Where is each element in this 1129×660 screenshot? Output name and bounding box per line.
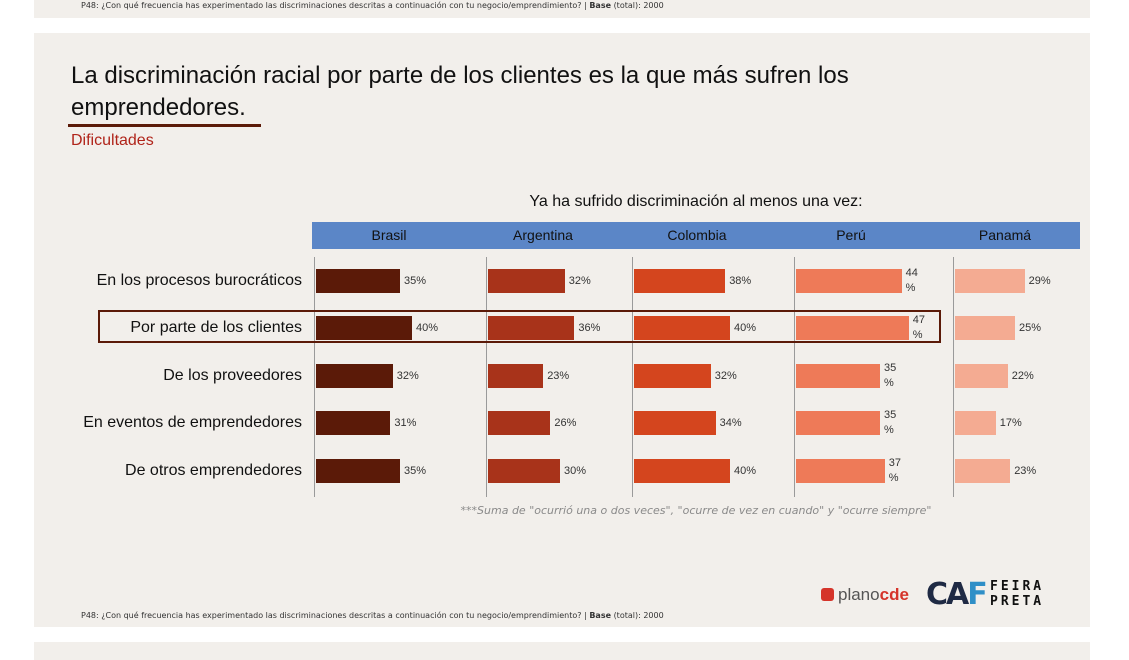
column-axis-line — [486, 257, 487, 497]
data-label: 37% — [888, 457, 902, 484]
data-label: 35% — [404, 465, 427, 477]
country-header-peru: Perú — [836, 227, 866, 243]
chart-footnote: ***Suma de "ocurrió una o dos veces", "o… — [460, 504, 932, 517]
highlighted-row-box — [98, 310, 941, 343]
planocde-mark-icon — [821, 588, 834, 601]
planocde-logo: planocde — [821, 585, 909, 605]
bar — [634, 364, 711, 388]
bar — [488, 364, 544, 388]
bar — [634, 269, 726, 293]
bar — [488, 316, 575, 340]
category-label: De otros emprendedores — [125, 462, 302, 479]
caf-logo-f: F — [967, 577, 987, 612]
next-slide-fragment — [34, 642, 1090, 660]
data-label: 25% — [1019, 322, 1042, 334]
data-label: 32% — [714, 370, 737, 382]
data-label: 35% — [404, 275, 427, 287]
column-axis-line — [632, 257, 633, 497]
bar — [488, 459, 560, 483]
caf-logo-ca: CA — [926, 577, 969, 612]
data-label: 34% — [719, 417, 742, 429]
data-label: 31% — [394, 417, 417, 429]
country-header-brasil: Brasil — [371, 227, 407, 243]
bar — [796, 459, 885, 483]
data-label: 40% — [734, 322, 757, 334]
bar — [955, 364, 1008, 388]
country-header-panama: Panamá — [978, 227, 1032, 243]
source-base-value: (total): 2000 — [613, 611, 664, 620]
bar — [316, 316, 412, 340]
country-header-colombia: Colombia — [667, 227, 727, 243]
bar — [955, 459, 1011, 483]
bar — [316, 269, 400, 293]
slide-title: La discriminación racial por parte de lo… — [71, 62, 849, 121]
data-label: 29% — [1028, 275, 1051, 287]
bar — [634, 316, 730, 340]
category-label: En los procesos burocráticos — [96, 272, 302, 289]
data-label: 32% — [396, 370, 419, 382]
chart-title: Ya ha sufrido discriminación al menos un… — [529, 193, 863, 210]
source-base-label: Base — [589, 611, 612, 620]
category-label: De los proveedores — [163, 367, 302, 384]
previous-slide-source-note: P48: ¿Con qué frecuencia has experimenta… — [81, 1, 664, 10]
data-label: 35% — [884, 362, 897, 389]
data-label: 30% — [564, 465, 587, 477]
data-label: 40% — [416, 322, 439, 334]
data-label: 36% — [578, 322, 601, 334]
data-label: 38% — [729, 275, 752, 287]
planocde-logo-cde: cde — [879, 585, 909, 604]
bar — [796, 269, 902, 293]
data-label: 23% — [547, 370, 570, 382]
bar — [796, 364, 880, 388]
bar — [634, 459, 730, 483]
data-label: 47% — [912, 314, 926, 341]
data-label: 17% — [999, 417, 1022, 429]
feira-logo-line1: FEIRA — [990, 579, 1045, 594]
bar — [488, 269, 565, 293]
source-note: P48: ¿Con qué frecuencia has experimenta… — [81, 611, 664, 620]
source-question: P48: ¿Con qué frecuencia has experimenta… — [81, 611, 587, 620]
bar — [634, 411, 716, 435]
bar — [488, 411, 551, 435]
bar — [796, 411, 880, 435]
category-label: En eventos de emprendedores — [83, 414, 302, 431]
country-header-argentina: Argentina — [513, 227, 573, 243]
bar — [955, 411, 996, 435]
data-label: 32% — [568, 275, 591, 287]
data-label: 44% — [905, 267, 918, 294]
title-underline — [68, 124, 261, 127]
data-label: 35% — [884, 409, 897, 436]
bar — [316, 411, 391, 435]
bar — [316, 459, 400, 483]
bar — [955, 269, 1025, 293]
bar — [796, 316, 909, 340]
column-axis-line — [314, 257, 315, 497]
data-label: 22% — [1011, 370, 1034, 382]
data-label: 23% — [1014, 465, 1037, 477]
source-base-value: (total): 2000 — [613, 1, 664, 10]
slide: La discriminación racial por parte de lo… — [34, 33, 1090, 627]
bar — [955, 316, 1015, 340]
planocde-logo-text: plano — [838, 585, 880, 604]
category-label: Por parte de los clientes — [130, 319, 302, 336]
caf-logo: CAF — [926, 577, 988, 612]
country-header-band: Brasil Argentina Colombia Perú Panamá — [312, 222, 1080, 249]
feira-logo-line2: PRETA — [990, 594, 1045, 609]
bar — [316, 364, 393, 388]
data-label: 26% — [554, 417, 577, 429]
previous-slide-fragment: P48: ¿Con qué frecuencia has experimenta… — [34, 0, 1090, 18]
feira-preta-logo: FEIRA PRETA — [990, 579, 1044, 609]
data-label: 40% — [734, 465, 757, 477]
source-question: P48: ¿Con qué frecuencia has experimenta… — [81, 1, 587, 10]
slide-subtitle: Dificultades — [71, 132, 154, 149]
source-base-label: Base — [589, 1, 612, 10]
column-axis-line — [794, 257, 795, 497]
column-axis-line — [953, 257, 954, 497]
